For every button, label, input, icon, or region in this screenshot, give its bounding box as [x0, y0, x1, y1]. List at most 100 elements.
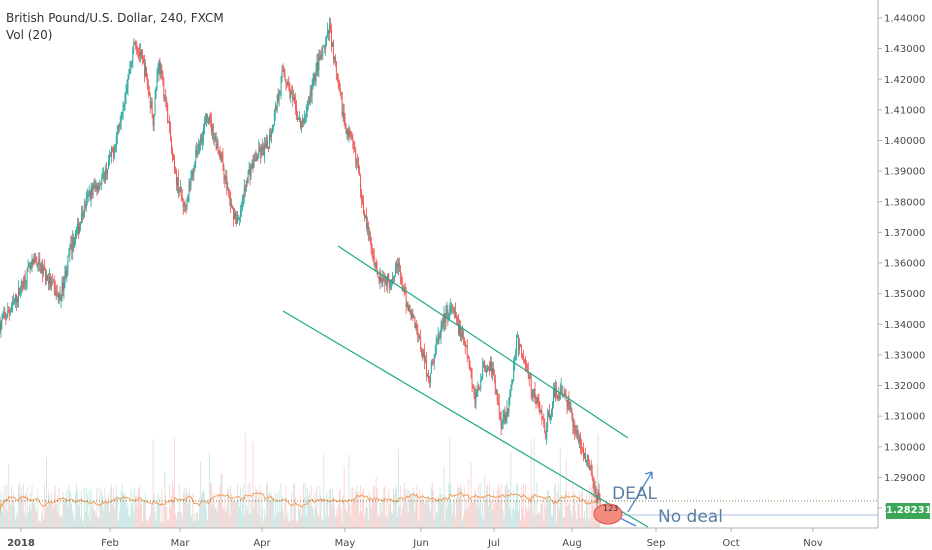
- volume-bar: [498, 488, 500, 528]
- candle: [553, 382, 554, 409]
- volume-bar: [48, 495, 50, 528]
- candle: [193, 165, 195, 181]
- volume-bar: [107, 501, 109, 528]
- candle: [450, 298, 452, 315]
- candle: [69, 244, 71, 263]
- candle-body: [596, 497, 598, 500]
- volume-bar: [272, 498, 274, 528]
- volume-bar: [545, 506, 547, 528]
- volume-bar: [171, 496, 173, 528]
- volume-bar: [82, 520, 84, 528]
- x-tick-label: May: [335, 538, 356, 549]
- candle: [300, 117, 301, 130]
- candle: [192, 167, 194, 182]
- volume-bar: [464, 509, 466, 528]
- candle-body: [459, 325, 461, 338]
- volume-bar: [314, 491, 316, 528]
- volume-bar: [133, 510, 135, 528]
- candle: [220, 151, 222, 163]
- candle: [65, 266, 67, 279]
- volume-bar: [81, 521, 83, 528]
- candle-body: [50, 281, 52, 286]
- candle: [77, 217, 78, 236]
- volume-bar: [22, 483, 24, 528]
- candle: [346, 128, 348, 141]
- volume-bar: [568, 491, 570, 528]
- volume-bar: [90, 487, 92, 528]
- candle: [18, 287, 20, 297]
- candle: [479, 386, 481, 391]
- candle-body: [25, 281, 27, 284]
- candle: [242, 193, 244, 207]
- indicator-label: Vol (20): [6, 28, 53, 42]
- candle: [277, 88, 279, 104]
- volume-bar: [159, 496, 161, 528]
- candle: [540, 409, 542, 414]
- volume-bar: [238, 506, 240, 528]
- candle: [125, 84, 127, 105]
- candle: [178, 187, 180, 197]
- candle-body: [341, 98, 343, 116]
- candle-body: [138, 52, 140, 53]
- volume-bar: [551, 515, 552, 528]
- candle-body: [420, 337, 422, 349]
- candle-body: [488, 367, 489, 369]
- volume-bar: [146, 521, 148, 528]
- candle-body: [205, 120, 206, 125]
- candle-body: [257, 157, 259, 160]
- volume-bar: [418, 521, 420, 528]
- volume-bar: [543, 520, 545, 528]
- volume-bar: [419, 489, 421, 528]
- candle-body: [492, 368, 494, 376]
- candle-body: [514, 356, 516, 364]
- volume-bar: [364, 507, 366, 528]
- volume-bar: [208, 452, 210, 528]
- candle: [75, 229, 77, 246]
- volume-bar: [526, 510, 528, 528]
- candle-body: [447, 309, 449, 320]
- candle: [532, 389, 534, 403]
- volume-bar: [192, 493, 194, 528]
- volume-bar: [577, 498, 579, 528]
- candle-body: [75, 233, 77, 239]
- candle-body: [44, 268, 46, 270]
- volume-bar: [188, 487, 190, 528]
- candle: [202, 131, 204, 150]
- candle-body: [576, 429, 578, 434]
- volume-bar: [202, 491, 204, 528]
- candle: [293, 89, 295, 102]
- candle: [24, 270, 26, 290]
- volume-bar: [514, 510, 516, 528]
- candle-body: [403, 287, 405, 289]
- volume-bar: [175, 518, 177, 528]
- candle-body: [280, 76, 282, 92]
- candle: [157, 63, 159, 83]
- candle-body: [33, 257, 35, 263]
- candle-body: [283, 70, 285, 75]
- candle: [270, 128, 272, 144]
- candle-body: [249, 169, 251, 177]
- volume-bar: [370, 508, 372, 528]
- volume-bar: [45, 498, 47, 528]
- candle: [235, 210, 236, 224]
- volume-bar: [426, 502, 427, 528]
- volume-bar: [325, 515, 327, 528]
- candle: [11, 302, 13, 313]
- candle: [304, 113, 306, 124]
- volume-bar: [157, 493, 159, 528]
- candle: [490, 356, 491, 372]
- volume-bar: [461, 520, 463, 528]
- volume-bar: [363, 488, 364, 528]
- volume-bar: [34, 501, 36, 528]
- volume-bar: [155, 520, 157, 528]
- candle: [424, 343, 426, 370]
- candle: [218, 149, 220, 157]
- candle: [141, 49, 142, 60]
- candle: [84, 201, 86, 211]
- candle-body: [186, 201, 188, 207]
- candle-body: [558, 395, 560, 400]
- volume-bar: [386, 500, 388, 528]
